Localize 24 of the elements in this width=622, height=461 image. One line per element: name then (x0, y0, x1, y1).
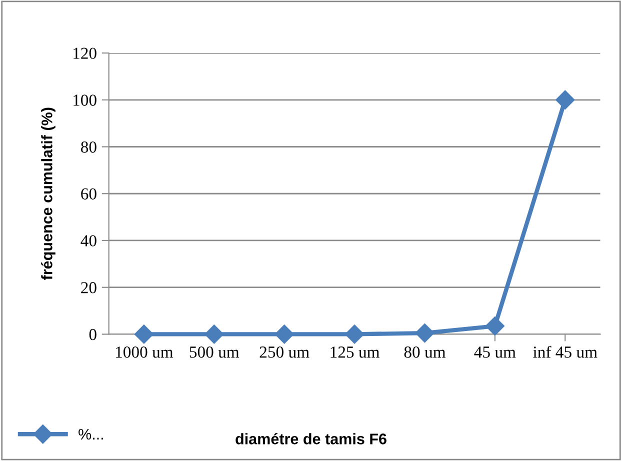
y-tick-label: 20 (81, 282, 96, 294)
x-tick-label: 250 um (260, 346, 310, 358)
x-tick-label: 80 um (404, 346, 446, 358)
point (415, 324, 434, 343)
point (556, 90, 575, 110)
x-tick-label: 1000 um (116, 346, 174, 358)
point (204, 324, 224, 344)
x-tick-label: 125 um (330, 346, 380, 358)
point (274, 324, 294, 344)
y-tick-label: 0 (89, 328, 96, 340)
y-tick-label: 60 (81, 188, 96, 200)
x-axis-title: diamétre de tamis F6 (236, 433, 386, 444)
y-tick-label: 80 (81, 141, 96, 153)
point (485, 316, 504, 336)
y-tick-label: 120 (74, 48, 96, 59)
y-tick-label: 100 (74, 94, 96, 106)
legend-label: %... (78, 428, 103, 440)
y-axis-title: fréquence cumulatif (%) (41, 108, 56, 280)
x-tick-label: 45 um (474, 346, 516, 358)
point (345, 324, 364, 344)
y-tick-label: 40 (80, 235, 96, 246)
point (134, 324, 154, 344)
x-tick-label: inf 45 um (533, 346, 598, 358)
x-tick-label: 500 um (190, 346, 240, 358)
